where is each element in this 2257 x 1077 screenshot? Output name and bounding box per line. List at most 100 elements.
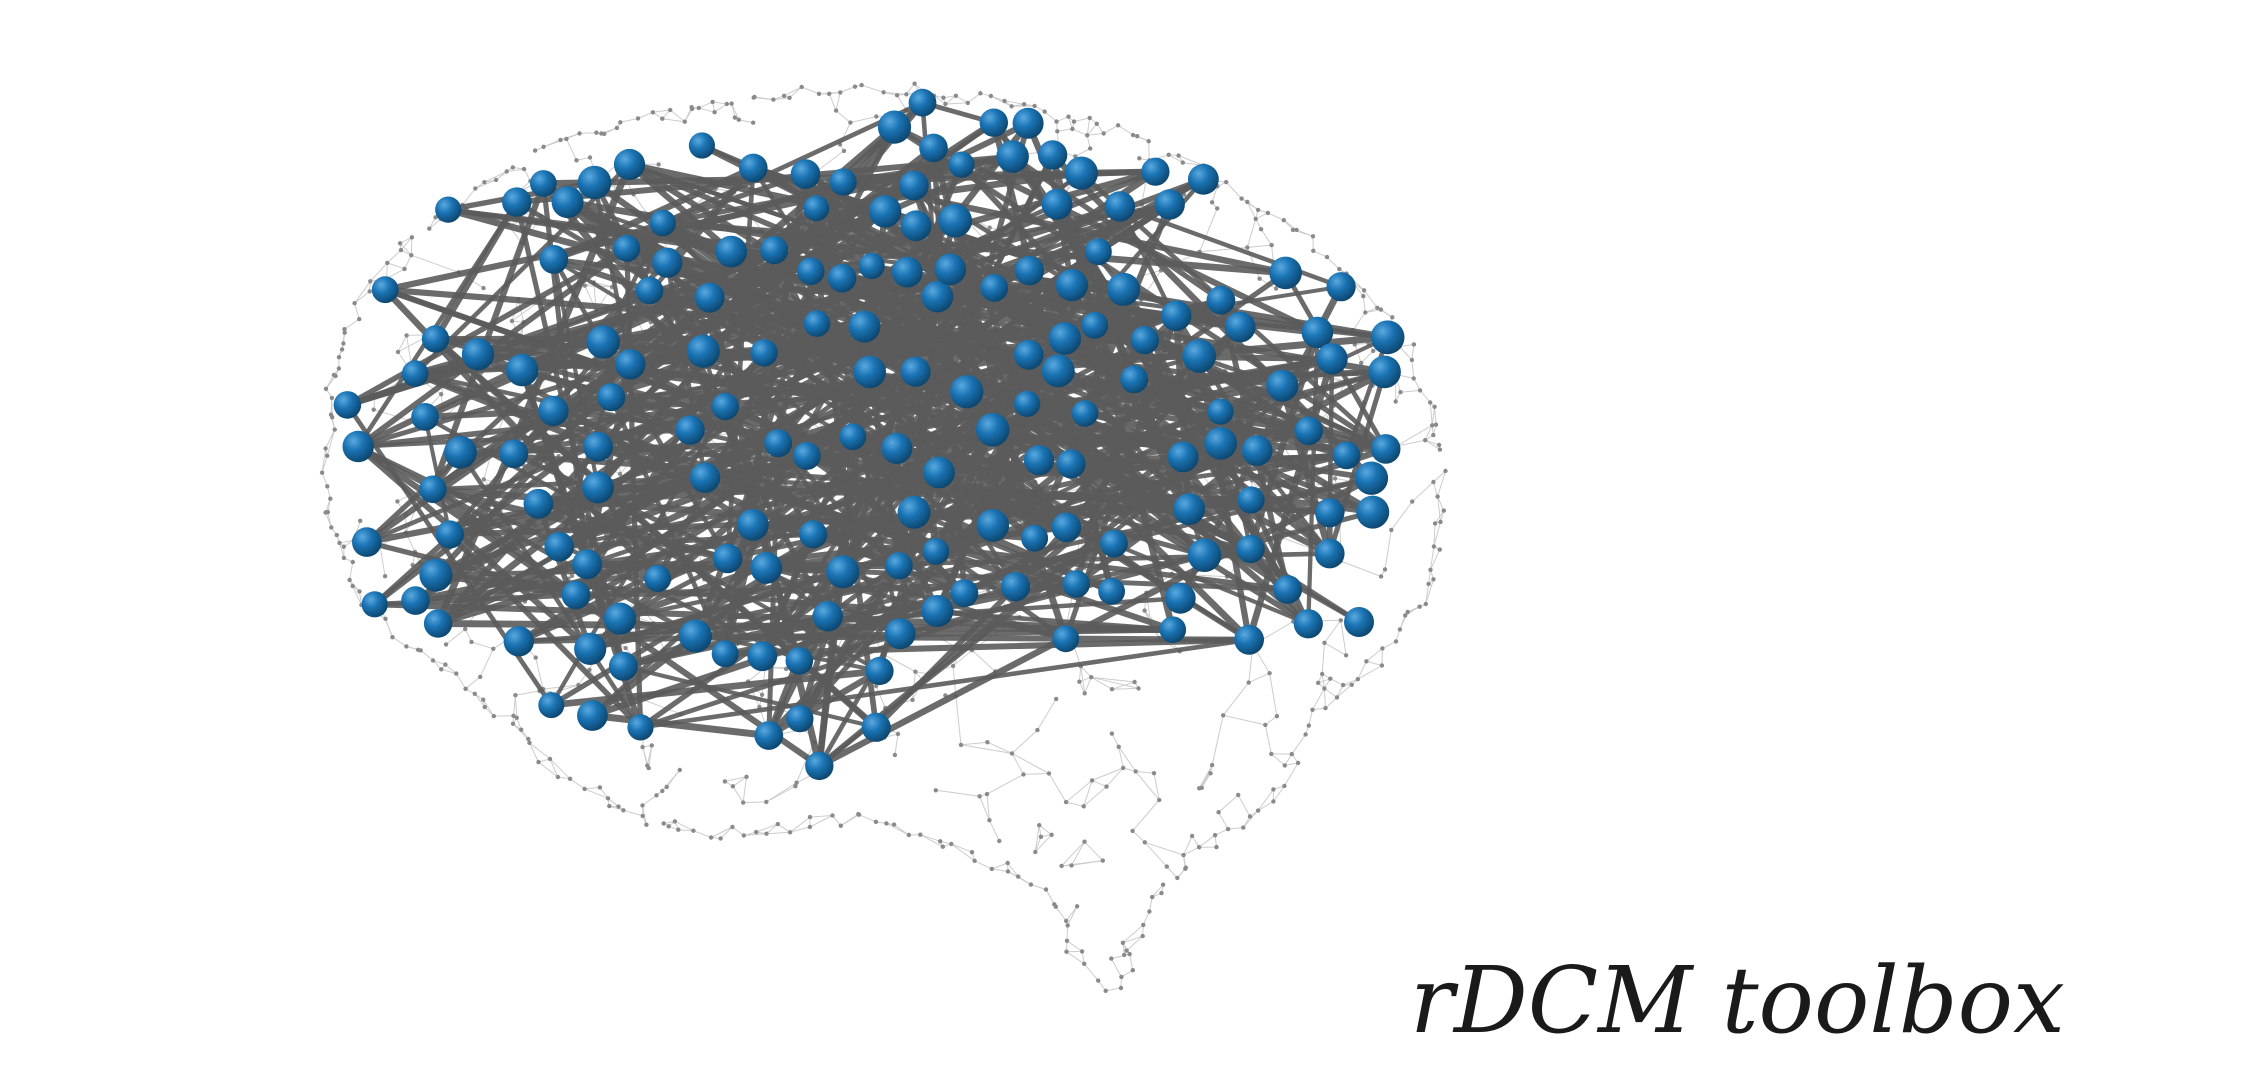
network-node <box>1098 578 1125 605</box>
network-node <box>1084 238 1112 266</box>
network-node <box>799 520 828 549</box>
network-node <box>885 552 913 580</box>
network-node <box>891 256 923 288</box>
connection-edge <box>1053 200 1138 383</box>
network-node <box>444 436 477 469</box>
network-node <box>1141 157 1170 186</box>
network-node <box>530 170 557 197</box>
network-node <box>361 591 388 618</box>
connection-edge <box>364 539 579 598</box>
network-node <box>421 325 450 353</box>
network-node <box>1204 427 1237 460</box>
network-node <box>597 383 626 412</box>
network-node <box>613 148 646 181</box>
network-node <box>608 651 638 681</box>
network-node <box>435 196 462 223</box>
network-node <box>1048 322 1082 355</box>
network-node <box>539 245 569 274</box>
connection-edge <box>514 199 626 669</box>
connection-edge <box>1012 201 1173 590</box>
network-node <box>1187 538 1222 572</box>
network-node <box>333 391 362 419</box>
network-node <box>881 432 913 464</box>
connection-edge <box>895 447 1261 569</box>
connection-edge <box>547 667 883 709</box>
network-node <box>812 601 843 632</box>
network-node <box>897 495 931 529</box>
network-node <box>551 186 584 219</box>
network-node <box>865 656 894 686</box>
connection-edge <box>589 249 1101 718</box>
network-node <box>577 165 612 200</box>
network-node <box>750 339 778 367</box>
network-node <box>980 274 1009 302</box>
network-node <box>1293 609 1323 639</box>
network-node <box>1173 493 1205 526</box>
network-node <box>1055 269 1088 302</box>
network-node <box>792 441 821 470</box>
network-node <box>401 586 430 615</box>
network-node <box>1315 498 1345 528</box>
connection-edge <box>920 100 940 300</box>
network-node <box>419 558 453 592</box>
connection-edge <box>412 248 1102 377</box>
connection-edge <box>626 161 735 255</box>
network-node <box>435 520 464 549</box>
network-node <box>401 360 429 387</box>
connection-edge <box>550 256 653 294</box>
network-node <box>1294 416 1323 446</box>
connection-edge <box>771 208 888 253</box>
network-node <box>1071 400 1099 427</box>
network-node <box>675 415 705 445</box>
network-node <box>1236 534 1265 564</box>
network-node <box>786 704 814 733</box>
network-node <box>544 531 574 562</box>
network-node <box>1266 369 1299 402</box>
connection-edge <box>432 335 1068 343</box>
network-node <box>1269 256 1302 290</box>
network-node <box>1100 529 1128 558</box>
network-node <box>582 471 614 504</box>
network-node <box>505 353 539 387</box>
network-node <box>899 170 929 201</box>
connection-edge <box>722 440 782 657</box>
network-nodes <box>333 88 1405 781</box>
network-node <box>921 595 954 627</box>
network-node <box>1237 486 1265 514</box>
network-node <box>1000 572 1031 602</box>
network-node <box>649 209 676 237</box>
network-node <box>583 431 613 462</box>
network-node <box>1104 191 1136 222</box>
network-node <box>1154 189 1185 220</box>
network-node <box>652 247 683 278</box>
network-node <box>868 195 902 228</box>
network-node <box>976 509 1010 542</box>
network-node <box>423 609 453 638</box>
network-node <box>688 132 716 159</box>
network-node <box>829 168 857 196</box>
network-node <box>711 392 739 421</box>
network-node <box>764 429 793 458</box>
connection-edge <box>510 284 998 458</box>
network-node <box>1354 461 1389 495</box>
connection-edge <box>816 382 1286 769</box>
connection-edge <box>423 414 452 537</box>
network-node <box>523 488 554 519</box>
network-node <box>934 253 967 286</box>
network-node <box>1207 398 1234 425</box>
network-node <box>613 234 641 262</box>
connection-edge <box>624 245 1202 359</box>
network-node <box>848 310 881 343</box>
network-node <box>679 619 712 653</box>
network-node <box>371 276 399 304</box>
network-node <box>900 356 931 387</box>
network-node <box>503 626 534 657</box>
connection-edge <box>556 531 816 550</box>
network-node <box>1182 339 1216 373</box>
network-node <box>342 430 374 463</box>
network-node <box>1041 188 1073 220</box>
network-node <box>938 203 972 238</box>
network-node <box>1041 354 1075 388</box>
network-node <box>1316 343 1348 375</box>
